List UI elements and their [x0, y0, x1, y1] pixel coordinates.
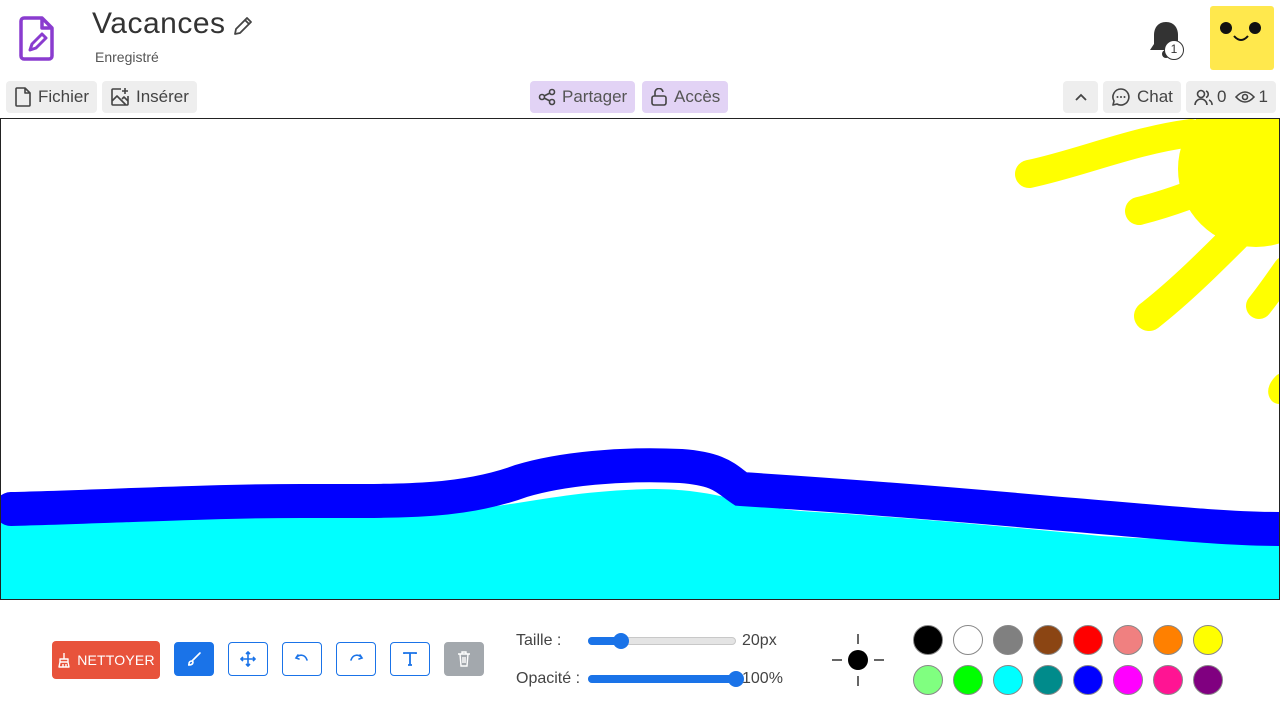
color-swatch[interactable] — [1153, 665, 1183, 695]
color-swatch[interactable] — [1193, 625, 1223, 655]
drawing-strokes — [1, 119, 1279, 599]
size-slider[interactable] — [588, 632, 736, 649]
redo-button[interactable] — [336, 642, 376, 676]
opacity-slider-fill — [588, 675, 736, 683]
avatar[interactable] — [1210, 6, 1274, 70]
clean-label: NETTOYER — [77, 652, 155, 668]
access-label: Accès — [674, 87, 721, 106]
delete-button[interactable] — [444, 642, 484, 676]
color-swatch[interactable] — [913, 665, 943, 695]
viewers-count: 1 — [1258, 87, 1268, 106]
color-swatch[interactable] — [1153, 625, 1183, 655]
users-viewers-button[interactable]: 0 1 — [1186, 81, 1276, 113]
eye-icon — [1235, 91, 1256, 103]
chat-button[interactable]: Chat — [1103, 81, 1181, 113]
undo-icon — [294, 654, 308, 661]
color-swatch[interactable] — [1033, 625, 1063, 655]
collapse-button[interactable] — [1063, 81, 1098, 113]
pencil-icon[interactable] — [232, 15, 254, 37]
redo-icon — [350, 654, 364, 661]
notification-badge: 1 — [1164, 40, 1184, 60]
color-swatch[interactable] — [1113, 665, 1143, 695]
move-icon — [240, 651, 256, 667]
drawing-canvas[interactable] — [0, 118, 1280, 600]
toolbar: Fichier Insérer Partager Accès Chat 0 1 — [0, 81, 1280, 113]
color-swatch[interactable] — [1033, 665, 1063, 695]
size-slider-fill — [588, 637, 621, 645]
wave-stroke — [1, 448, 1279, 546]
insert-button[interactable]: Insérer — [102, 81, 197, 113]
file-icon — [15, 87, 31, 107]
text-tool-button[interactable] — [390, 642, 430, 676]
text-icon — [403, 652, 417, 666]
users-count: 0 — [1217, 87, 1227, 106]
share-icon — [538, 88, 556, 106]
document-title: Vacances — [92, 7, 226, 40]
opacity-slider-thumb[interactable] — [728, 671, 744, 687]
color-swatch[interactable] — [953, 665, 983, 695]
chat-label: Chat — [1137, 87, 1173, 106]
color-swatch[interactable] — [913, 625, 943, 655]
undo-button[interactable] — [282, 642, 322, 676]
move-tool-button[interactable] — [228, 642, 268, 676]
color-swatch[interactable] — [1073, 625, 1103, 655]
trash-icon — [458, 651, 470, 667]
opacity-label: Opacité : — [516, 670, 581, 687]
color-swatch[interactable] — [1113, 625, 1143, 655]
clean-button[interactable]: NETTOYER — [52, 641, 160, 679]
brush-icon — [187, 652, 201, 666]
color-swatch[interactable] — [1193, 665, 1223, 695]
insert-label: Insérer — [136, 87, 189, 106]
chat-icon — [1112, 88, 1130, 106]
color-swatch[interactable] — [1073, 665, 1103, 695]
tool-panel: NETTOYER Taille : 20px Opacité : 100% — [0, 600, 1280, 720]
unlock-icon — [651, 88, 667, 106]
access-button[interactable]: Accès — [642, 81, 729, 113]
avatar-face-icon — [1220, 22, 1261, 41]
file-label: Fichier — [38, 87, 90, 106]
color-swatch[interactable] — [993, 665, 1023, 695]
drawing-file-icon[interactable] — [18, 14, 58, 62]
size-value: 20px — [742, 632, 777, 649]
opacity-value: 100% — [742, 670, 783, 687]
brush-preview-icon — [832, 634, 884, 686]
save-status: Enregistré — [95, 49, 159, 65]
share-button[interactable]: Partager — [530, 81, 636, 113]
share-label: Partager — [562, 87, 628, 106]
brush-tool-button[interactable] — [174, 642, 214, 676]
file-button[interactable]: Fichier — [6, 81, 98, 113]
insert-image-icon — [111, 88, 129, 106]
color-swatch[interactable] — [993, 625, 1023, 655]
color-swatch[interactable] — [953, 625, 983, 655]
size-label: Taille : — [516, 632, 562, 649]
broom-icon — [58, 653, 70, 668]
size-slider-thumb[interactable] — [612, 633, 629, 649]
top-bar: Vacances Enregistré 1 — [0, 0, 1280, 80]
users-icon — [1194, 89, 1213, 106]
opacity-slider[interactable] — [588, 670, 744, 687]
chevron-up-icon — [1074, 93, 1087, 101]
water-fill — [1, 489, 1279, 599]
sun-drawing — [1015, 119, 1279, 404]
